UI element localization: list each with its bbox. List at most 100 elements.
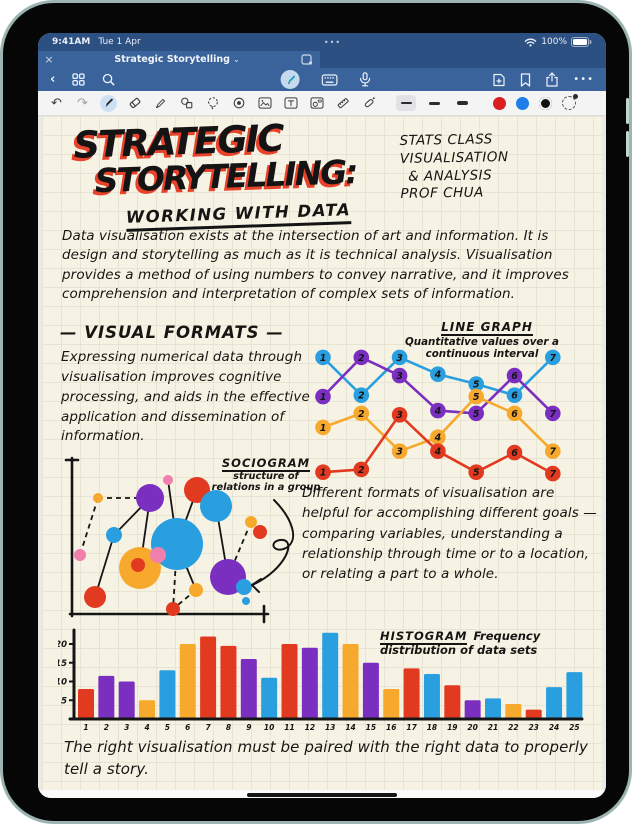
- svg-text:19: 19: [447, 723, 457, 732]
- svg-text:4: 4: [434, 447, 442, 458]
- pen-mode-button[interactable]: [280, 70, 300, 89]
- svg-text:7: 7: [549, 353, 556, 364]
- svg-text:6: 6: [511, 448, 518, 459]
- tab-title[interactable]: Strategic Storytelling: [114, 54, 230, 65]
- home-indicator[interactable]: [247, 792, 397, 797]
- drawing-toolbar: ↶ ↷: [38, 91, 606, 116]
- svg-text:1: 1: [320, 392, 327, 403]
- bookmark-icon[interactable]: [520, 72, 531, 87]
- histogram-title: HISTOGRAM Frequency distribution of data …: [380, 629, 541, 657]
- svg-text:15: 15: [366, 723, 376, 732]
- stroke-medium[interactable]: [424, 95, 444, 111]
- svg-text:22: 22: [508, 723, 518, 732]
- stickers-tool[interactable]: [230, 95, 247, 112]
- svg-text:5: 5: [473, 392, 480, 403]
- search-icon[interactable]: [102, 73, 115, 86]
- course-info: STATS CLASS VISUALISATION & ANALYSIS PRO…: [399, 131, 509, 203]
- svg-text:1: 1: [320, 353, 327, 364]
- volume-up-button: [626, 98, 629, 124]
- svg-text:5: 5: [61, 696, 67, 706]
- tab-chevron-down-icon[interactable]: ⌄: [232, 55, 240, 64]
- thumbnails-button[interactable]: [72, 73, 86, 86]
- home-indicator-area: [38, 790, 606, 798]
- image-tool[interactable]: [256, 95, 273, 112]
- formats-paragraph: Different formats of visualisation are h…: [302, 485, 597, 582]
- line-graph-subtitle: Quantitative values over a continuous in…: [404, 336, 560, 360]
- eraser-tool[interactable]: [126, 95, 143, 112]
- ruler-tool[interactable]: [334, 95, 351, 112]
- page-title: STRATEGIC STORYTELLING:: [72, 116, 358, 200]
- line-graph-chart: 1 2 3 4 5 6 7 1 2 3 4 5 6 7 1 2 3 4 5 6 7 1 2 3 4 5 6 7: [315, 349, 561, 482]
- stroke-thick[interactable]: [452, 95, 472, 111]
- svg-text:6: 6: [511, 371, 518, 382]
- svg-text:12: 12: [305, 723, 315, 732]
- svg-text:4: 4: [434, 433, 442, 444]
- undo-button[interactable]: ↶: [51, 95, 62, 111]
- tab-strategic-storytelling[interactable]: × Strategic Storytelling ⌄: [38, 51, 320, 68]
- svg-text:15: 15: [58, 659, 67, 669]
- text-tool[interactable]: [282, 95, 299, 112]
- more-options-button[interactable]: •••: [573, 74, 594, 85]
- color-black-selected[interactable]: [539, 96, 552, 110]
- svg-text:6: 6: [185, 723, 190, 732]
- svg-text:3: 3: [124, 723, 129, 732]
- status-center-dots: •••: [323, 37, 342, 47]
- sociogram-title: SOCIOGRAM structure of relations in a gr…: [211, 456, 321, 493]
- lasso-tool[interactable]: [204, 95, 221, 112]
- svg-text:24: 24: [549, 723, 559, 732]
- svg-text:20: 20: [467, 723, 477, 732]
- screen: 9:41AM Tue 1 Apr ••• 100% × Strategic St…: [38, 33, 606, 798]
- svg-text:3: 3: [396, 447, 403, 458]
- sociogram-chart: [64, 456, 295, 624]
- visual-formats-paragraph: Expressing numerical data through visual…: [61, 349, 310, 445]
- redo-button[interactable]: ↷: [77, 95, 88, 111]
- svg-text:1: 1: [320, 423, 327, 434]
- svg-text:5: 5: [165, 723, 170, 732]
- highlighter-tool[interactable]: [152, 95, 169, 112]
- histogram-chart: 5101520123456789101112131415161718192021…: [58, 628, 584, 732]
- tape-tool[interactable]: [360, 95, 377, 112]
- new-tab-icon[interactable]: [294, 54, 320, 65]
- svg-text:2: 2: [358, 353, 365, 364]
- svg-text:2: 2: [358, 465, 365, 476]
- svg-text:16: 16: [386, 723, 396, 732]
- share-icon[interactable]: [546, 72, 558, 87]
- svg-text:20: 20: [58, 640, 67, 650]
- svg-text:1: 1: [320, 468, 327, 479]
- svg-text:5: 5: [473, 468, 480, 479]
- svg-text:1: 1: [83, 723, 88, 732]
- intro-paragraph: Data visualisation exists at the interse…: [62, 228, 569, 302]
- back-button[interactable]: ‹: [50, 72, 56, 87]
- main-toolbar: ‹ •••: [38, 68, 606, 91]
- svg-text:7: 7: [205, 723, 211, 732]
- color-picker-wheel[interactable]: [562, 94, 578, 110]
- note-page[interactable]: STRATEGIC STORYTELLING: WORKING WITH DAT…: [42, 116, 602, 790]
- add-page-icon[interactable]: [493, 73, 505, 87]
- svg-text:18: 18: [427, 723, 437, 732]
- scan-tool[interactable]: [308, 95, 325, 112]
- keyboard-icon[interactable]: [321, 73, 338, 86]
- svg-text:3: 3: [396, 410, 403, 421]
- svg-text:7: 7: [549, 469, 556, 480]
- line-graph-title: LINE GRAPH: [441, 320, 533, 336]
- svg-text:7: 7: [549, 447, 556, 458]
- svg-text:6: 6: [511, 391, 518, 402]
- stroke-width-group: [396, 95, 472, 111]
- status-bar: 9:41AM Tue 1 Apr ••• 100%: [38, 33, 606, 51]
- volume-down-button: [626, 131, 629, 157]
- tab-close-icon[interactable]: ×: [44, 53, 54, 66]
- wifi-icon: [524, 37, 537, 47]
- color-red[interactable]: [493, 96, 506, 110]
- status-time: 9:41AM: [52, 37, 91, 47]
- color-blue[interactable]: [516, 96, 529, 110]
- shapes-tool[interactable]: [178, 95, 195, 112]
- svg-text:3: 3: [396, 353, 403, 364]
- stroke-thin-selected[interactable]: [396, 95, 416, 111]
- pen-tool-selected[interactable]: [100, 94, 117, 112]
- status-date: Tue 1 Apr: [98, 37, 141, 47]
- microphone-icon[interactable]: [360, 72, 371, 87]
- svg-text:9: 9: [246, 723, 251, 732]
- svg-text:14: 14: [345, 723, 355, 732]
